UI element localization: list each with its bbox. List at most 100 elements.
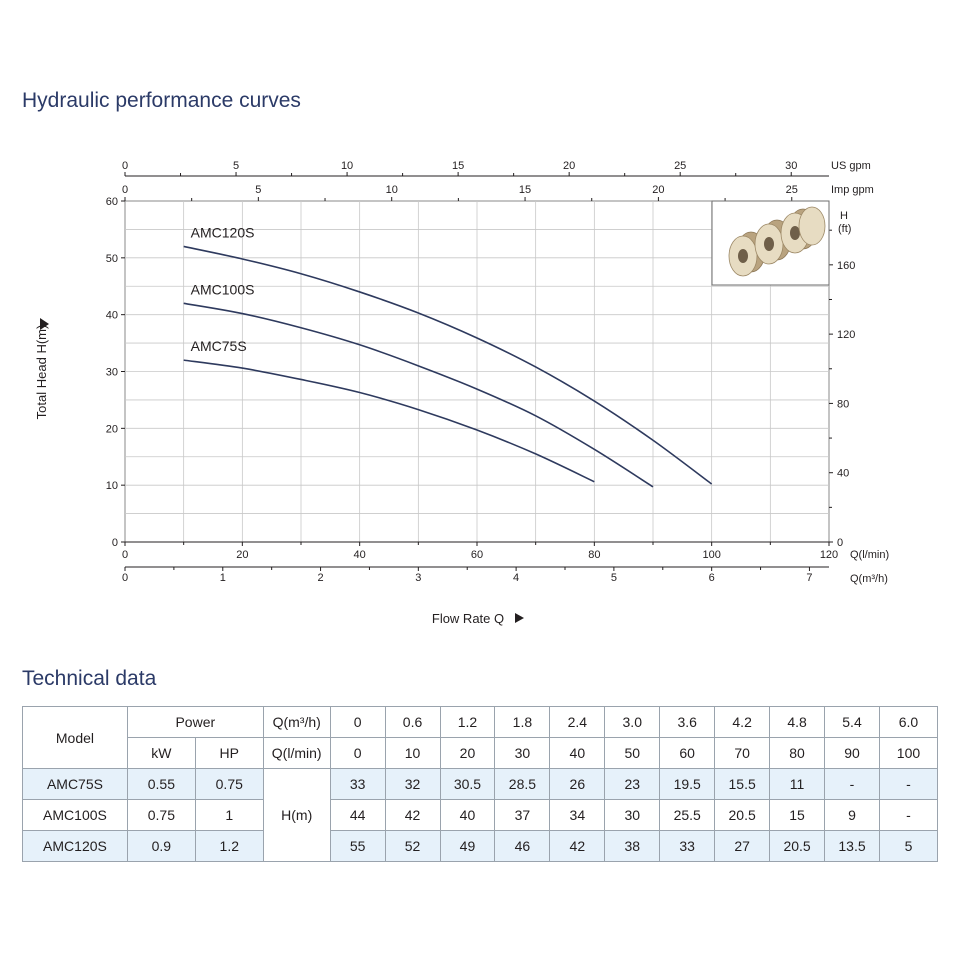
q-lmin-header: Q(l/min) [262,737,331,769]
hp-header: HP [194,737,264,769]
y-tick-label: 60 [106,196,118,208]
kw-cell: 0.55 [126,768,196,800]
m3h-tick-label: 5 [611,572,617,584]
head-value-cell: 25.5 [659,799,716,831]
impgpm-unit-label: Imp gpm [831,184,874,196]
head-value-cell: - [878,768,939,800]
y-axis-arrow-icon [40,318,49,330]
m3h-tick-label: 7 [806,572,812,584]
head-value-cell: 42 [384,799,441,831]
ft-tick-label: 80 [837,398,849,410]
kw-cell: 0.9 [126,830,196,862]
q-m3h-cell: 0 [329,706,386,738]
head-value-cell: 9 [824,799,880,831]
head-value-cell: 33 [659,830,716,862]
impgpm-tick-label: 10 [386,184,398,196]
impgpm-tick-label: 25 [786,184,798,196]
x-tick-label: 60 [471,549,483,561]
head-value-cell: 15 [769,799,826,831]
m3h-tick-label: 4 [513,572,519,584]
table-row: AMC100S 0.75 1 44 42 40 37 34 30 25.5 20.5 15 9- [22,799,939,831]
q-m3h-header: Q(m³/h) [262,706,331,738]
impgpm-tick-label: 5 [255,184,261,196]
impgpm-tick-label: 0 [122,184,128,196]
q-m3h-cell: 3.6 [659,706,716,738]
q-lmin-cell: 50 [604,737,661,769]
head-value-cell: - [878,799,939,831]
head-value-cell: 37 [494,799,551,831]
ft-tick-label: 40 [837,468,849,480]
model-cell: AMC100S [22,799,128,831]
usgpm-tick-label: 25 [674,160,686,172]
model-cell: AMC120S [22,830,128,862]
table-row: AMC75S 0.55 0.75 H(m) 33 32 30.5 28.5 26 23 19… [22,768,939,862]
head-value-cell: 52 [384,830,441,862]
kw-header: kW [126,737,196,769]
q-m3h-cell: 3.0 [604,706,661,738]
impeller-face-icon [798,206,826,246]
usgpm-tick-label: 5 [233,160,239,172]
usgpm-unit-label: US gpm [831,160,871,172]
head-value-cell: - [824,768,880,800]
head-value-cell: 42 [549,830,606,862]
q-lmin-cell: 40 [549,737,606,769]
head-value-cell: 55 [329,830,386,862]
series-label: AMC75S [191,338,247,354]
q-m3h-cell: 1.2 [439,706,496,738]
m3h-tick-label: 2 [317,572,323,584]
m3h-tick-label: 3 [415,572,421,584]
m3h-tick-label: 6 [709,572,715,584]
q-m3h-cell: 4.2 [714,706,771,738]
head-value-cell: 20.5 [714,799,771,831]
head-value-cell: 30.5 [439,768,496,800]
h-m-label: H(m) [262,768,331,862]
x-tick-label: 20 [236,549,248,561]
head-value-cell: 38 [604,830,661,862]
hp-cell: 1 [194,799,264,831]
x-tick-label: 0 [122,549,128,561]
table-row: AMC120S 0.9 1.2 55 52 49 46 42 38 33 27 20.5 13.5… [22,830,939,862]
series-label: AMC100S [191,281,255,297]
head-value-cell: 28.5 [494,768,551,800]
head-value-cell: 46 [494,830,551,862]
head-value-cell: 32 [384,768,441,800]
head-value-cell: 33 [329,768,386,800]
ft-tick-label: 160 [837,260,855,272]
q-lmin-cell: 100 [878,737,939,769]
head-value-cell: 11 [769,768,826,800]
series-label: AMC120S [191,224,255,240]
hp-cell: 1.2 [194,830,264,862]
head-value-cell: 49 [439,830,496,862]
y-tick-label: 50 [106,253,118,265]
y-tick-label: 40 [106,310,118,322]
head-value-cell: 13.5 [824,830,880,862]
head-value-cell: 5 [878,830,939,862]
head-value-cell: 30 [604,799,661,831]
usgpm-tick-label: 30 [785,160,797,172]
x-tick-label: 120 [820,549,838,561]
ft-tick-label: 120 [837,329,855,341]
power-header: Power [126,706,264,738]
head-value-cell: 27 [714,830,771,862]
head-value-cell: 34 [549,799,606,831]
head-value-cell: 19.5 [659,768,716,800]
model-header: Model [22,706,128,769]
q-m3h-cell: 2.4 [549,706,606,738]
q-lmin-cell: 10 [384,737,441,769]
y-tick-label: 30 [106,367,118,379]
impgpm-tick-label: 20 [652,184,664,196]
head-value-cell: 44 [329,799,386,831]
head-value-cell: 20.5 [769,830,826,862]
technical-data-table: Model Power Q(m³/h) 0 0.6 1.2 1.8 2.4 3.0 3.6 4… [22,706,939,862]
q-m3h-cell: 1.8 [494,706,551,738]
model-cell: AMC75S [22,768,128,800]
m3h-tick-label: 0 [122,572,128,584]
x-unit-label: Q(l/min) [850,549,889,561]
x-axis-arrow-icon [515,613,524,623]
q-lmin-cell: 30 [494,737,551,769]
q-m3h-cell: 5.4 [824,706,880,738]
curve-amc75s [183,359,595,483]
table-header-row-1: Model Power Q(m³/h) 0 0.6 1.2 1.8 2.4 3.0 3.6 4… [22,706,939,769]
x-axis-title: Flow Rate Q [432,611,504,626]
